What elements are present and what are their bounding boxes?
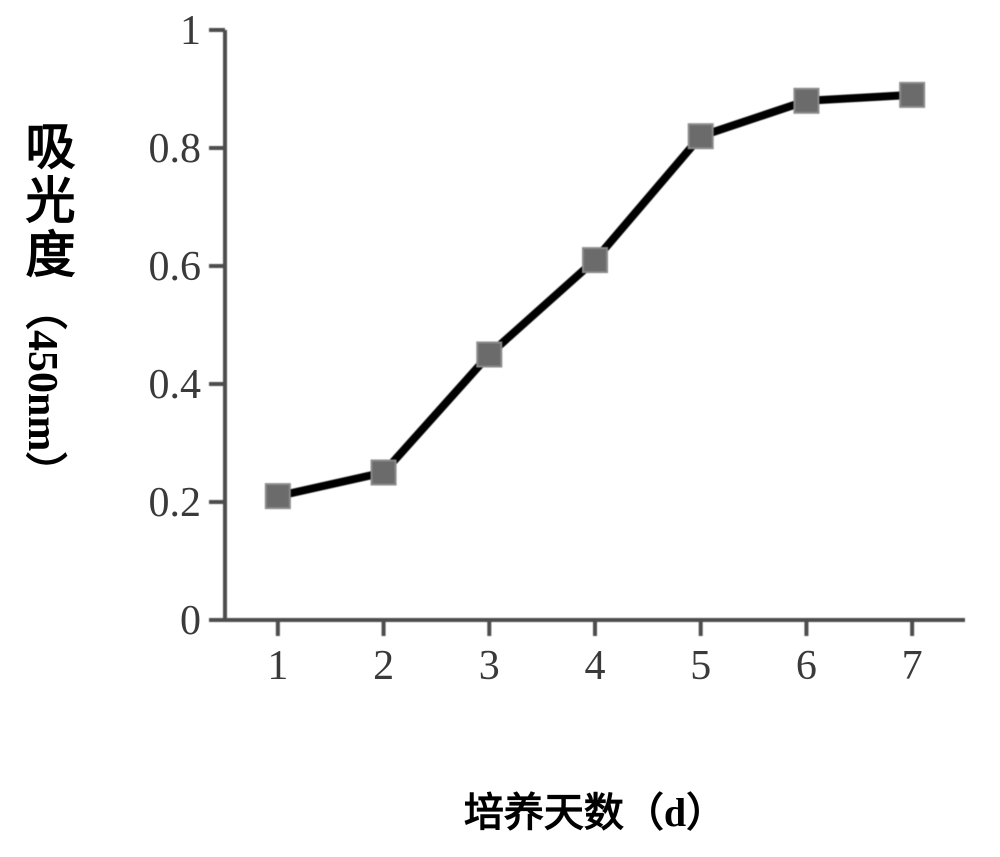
x-tick-label: 2 <box>354 642 414 690</box>
data-marker <box>372 461 396 485</box>
series-line <box>278 95 912 496</box>
y-tick-label: 1 <box>101 7 201 55</box>
y-tick-label: 0.4 <box>101 361 201 409</box>
y-tick-label: 0.8 <box>101 125 201 173</box>
data-marker <box>794 89 818 113</box>
data-marker <box>900 83 924 107</box>
y-tick-label: 0 <box>101 597 201 645</box>
x-tick-label: 1 <box>248 642 308 690</box>
data-marker <box>583 248 607 272</box>
y-tick-label: 0.2 <box>101 479 201 527</box>
x-tick-label: 6 <box>776 642 836 690</box>
chart-container: 吸光度 （450nm） 培养天数（d） 00.20.40.60.81 12345… <box>0 0 1000 857</box>
x-tick-label: 5 <box>671 642 731 690</box>
y-tick-label: 0.6 <box>101 243 201 291</box>
x-tick-label: 4 <box>565 642 625 690</box>
data-marker <box>477 343 501 367</box>
x-tick-label: 7 <box>882 642 942 690</box>
x-tick-label: 3 <box>459 642 519 690</box>
data-marker <box>266 484 290 508</box>
data-marker <box>689 124 713 148</box>
